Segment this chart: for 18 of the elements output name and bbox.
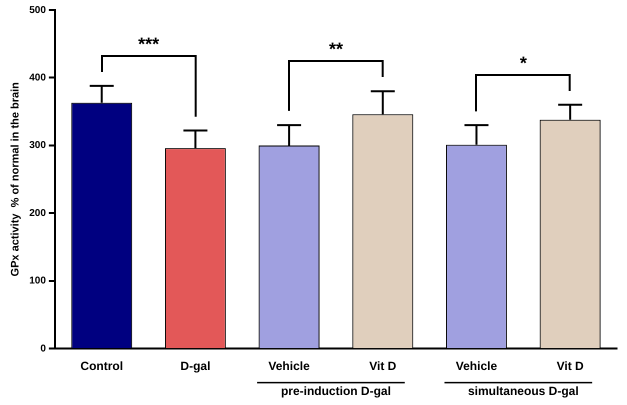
- x-tick-label: Control: [80, 359, 124, 374]
- y-tick-label: 300: [29, 140, 46, 152]
- text: simultaneous D-gal: [468, 384, 579, 398]
- x-tick-label: Vit D: [369, 359, 397, 374]
- text: pre-induction D-gal: [280, 384, 391, 398]
- annotation: *: [520, 52, 527, 73]
- y-tick-label: 100: [29, 276, 46, 287]
- y-tick-label: 500: [29, 4, 46, 16]
- y-tick-label: 400: [29, 72, 46, 84]
- y-tick-label: 0: [40, 343, 46, 354]
- x-tick-label: D-gal: [180, 359, 210, 374]
- x-tick-label: Vit D: [556, 359, 584, 374]
- x-tick-label: Vehicle: [268, 359, 310, 374]
- x-tick-label: Vehicle: [456, 359, 498, 374]
- annotation: ***: [138, 34, 160, 54]
- annotation: **: [328, 39, 343, 60]
- y-tick-label: 200: [29, 208, 46, 219]
- y-axis-title: GPx activity % of normal in the brain: [10, 82, 22, 276]
